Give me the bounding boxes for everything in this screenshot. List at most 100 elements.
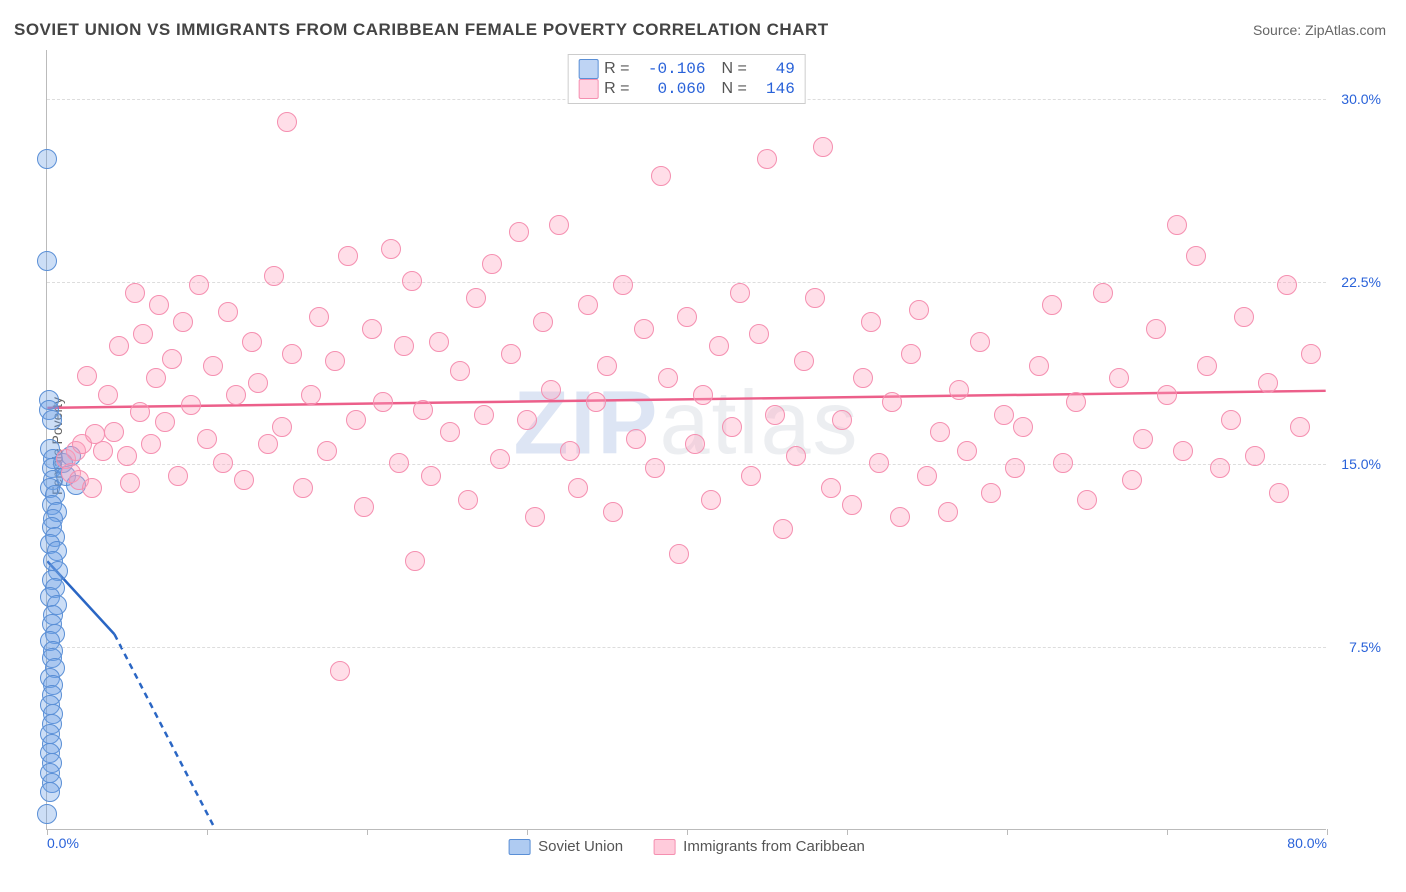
data-point [994,405,1014,425]
data-point [794,351,814,371]
data-point [613,275,633,295]
data-point [957,441,977,461]
data-point [730,283,750,303]
data-point [117,446,137,466]
data-point [466,288,486,308]
data-point [634,319,654,339]
data-point [242,332,262,352]
x-tick [207,829,208,835]
data-point [1122,470,1142,490]
data-point [330,661,350,681]
data-point [82,478,102,498]
data-point [722,417,742,437]
data-point [501,344,521,364]
data-point [1167,215,1187,235]
data-point [1245,446,1265,466]
x-tick [367,829,368,835]
data-point [1234,307,1254,327]
data-point [1029,356,1049,376]
data-point [1258,373,1278,393]
chart-title: SOVIET UNION VS IMMIGRANTS FROM CARIBBEA… [14,20,829,40]
y-tick-label: 30.0% [1341,91,1381,107]
data-point [603,502,623,522]
data-point [181,395,201,415]
data-point [354,497,374,517]
data-point [938,502,958,522]
data-point [541,380,561,400]
source-name: ZipAtlas.com [1305,22,1386,38]
data-point [1290,417,1310,437]
data-point [1197,356,1217,376]
data-point [125,283,145,303]
r-label: R = [604,80,629,98]
data-point [234,470,254,490]
data-point [146,368,166,388]
data-point [248,373,268,393]
data-point [98,385,118,405]
data-point [1157,385,1177,405]
data-point [362,319,382,339]
data-point [1186,246,1206,266]
legend-label: Soviet Union [538,838,623,855]
gridline [47,647,1326,648]
data-point [832,410,852,430]
n-value: 146 [753,80,795,98]
data-point [1133,429,1153,449]
data-point [458,490,478,510]
data-point [970,332,990,352]
data-point [1109,368,1129,388]
data-point [1005,458,1025,478]
data-point [549,215,569,235]
data-point [658,368,678,388]
legend-label: Immigrants from Caribbean [683,838,865,855]
data-point [450,361,470,381]
data-point [1077,490,1097,510]
data-point [917,466,937,486]
y-tick-label: 22.5% [1341,274,1381,290]
data-point [901,344,921,364]
legend-row: R =0.060N =146 [578,79,795,99]
data-point [786,446,806,466]
data-point [440,422,460,442]
data-point [1221,410,1241,430]
data-point [533,312,553,332]
data-point [685,434,705,454]
data-point [104,422,124,442]
data-point [149,295,169,315]
x-tick-label: 80.0% [1287,835,1327,851]
data-point [338,246,358,266]
data-point [578,295,598,315]
data-point [381,239,401,259]
data-point [37,149,57,169]
data-point [645,458,665,478]
data-point [93,441,113,461]
data-point [861,312,881,332]
data-point [168,466,188,486]
data-point [568,478,588,498]
x-tick-label: 0.0% [47,835,79,851]
data-point [813,137,833,157]
data-point [490,449,510,469]
data-point [626,429,646,449]
data-point [37,251,57,271]
gridline [47,464,1326,465]
data-point [40,782,60,802]
source-attribution: Source: ZipAtlas.com [1253,22,1386,38]
x-tick [847,829,848,835]
y-tick-label: 7.5% [1349,639,1381,655]
data-point [509,222,529,242]
data-point [189,275,209,295]
data-point [805,288,825,308]
data-point [474,405,494,425]
data-point [1301,344,1321,364]
data-point [346,410,366,430]
data-point [677,307,697,327]
data-point [741,466,761,486]
data-point [77,366,97,386]
data-point [709,336,729,356]
data-point [890,507,910,527]
data-point [173,312,193,332]
x-tick [527,829,528,835]
data-point [203,356,223,376]
data-point [1210,458,1230,478]
